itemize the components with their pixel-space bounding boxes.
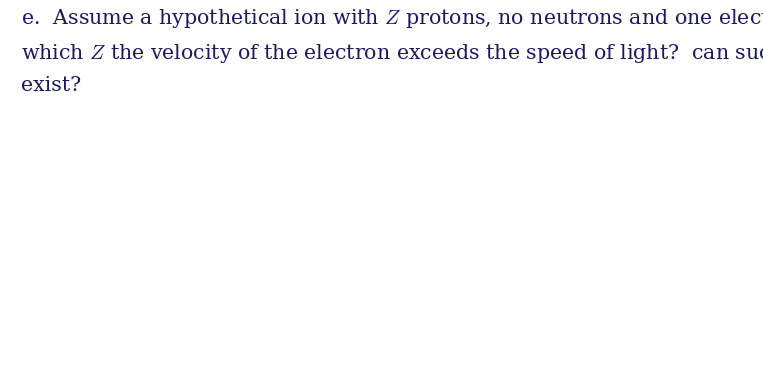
Text: which $Z$ the velocity of the electron exceeds the speed of light?  can such an : which $Z$ the velocity of the electron e…: [21, 42, 763, 65]
Text: exist?: exist?: [21, 76, 82, 95]
Text: e.  Assume a hypothetical ion with $Z$ protons, no neutrons and one electron.  A: e. Assume a hypothetical ion with $Z$ pr…: [21, 7, 763, 30]
